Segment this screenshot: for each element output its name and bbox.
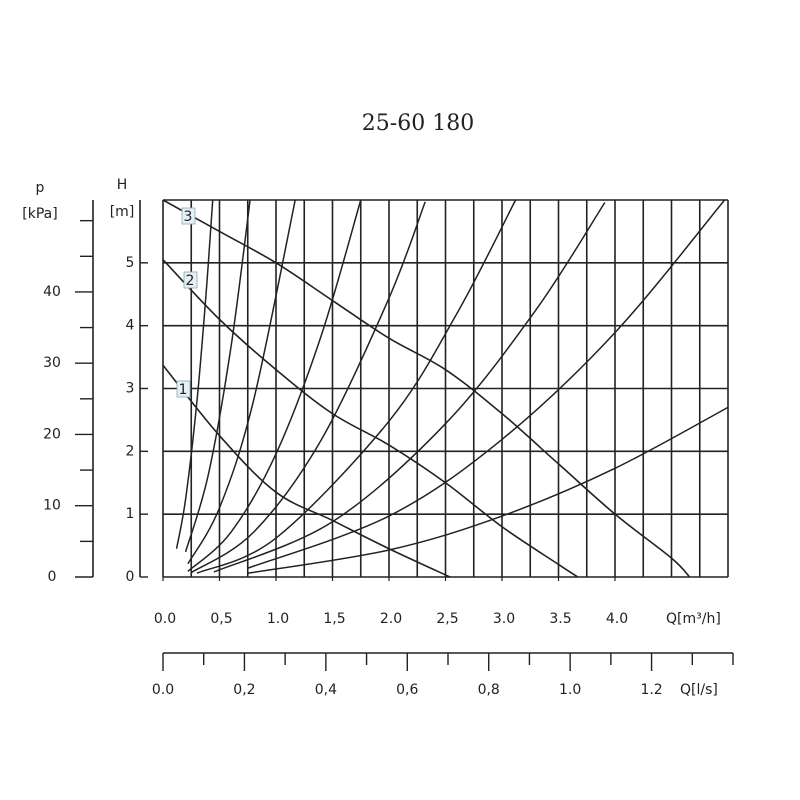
curve-label-box: [183, 271, 198, 289]
curve-label: 3: [184, 209, 193, 225]
x-tick-label: 1.0: [267, 611, 289, 627]
curve-label-box: [176, 380, 191, 398]
x-tick-label: 4.0: [606, 611, 628, 627]
x-tick-label: 3.0: [493, 611, 515, 627]
curve-label: 1: [179, 382, 188, 398]
system-curve: [187, 199, 362, 572]
x2-tick-label: 0,2: [233, 682, 255, 698]
x-axis-label: Q[m³/h]: [666, 611, 721, 627]
x2-tick-label: 1.0: [559, 682, 581, 698]
y2-axis-unit: [kPa]: [22, 206, 57, 222]
x2-tick-label: 0,6: [396, 682, 418, 698]
y-tick-label: 5: [126, 255, 135, 271]
x-tick-label: 0.0: [154, 611, 176, 627]
y2-axis-label: p: [36, 180, 45, 196]
y2-tick-label: 10: [43, 498, 61, 514]
system-curve: [187, 199, 296, 565]
y-tick-label: 4: [126, 318, 135, 334]
y-axis-unit: [m]: [110, 204, 135, 220]
x-tick-label: 1,5: [323, 611, 345, 627]
system-curve: [196, 199, 517, 574]
x-tick-label: 3.5: [549, 611, 571, 627]
curve-label: 2: [186, 273, 195, 289]
y-axis-label: H: [117, 177, 128, 193]
curve-label-box: [181, 207, 196, 225]
y-tick-label: 0: [126, 569, 135, 585]
x-tick-label: 2.0: [380, 611, 402, 627]
chart-title: 25-60 180: [362, 111, 474, 136]
x2-tick-label: 0,8: [478, 682, 500, 698]
x2-tick-label: 0.0: [152, 682, 174, 698]
x2-tick-label: 1.2: [640, 682, 662, 698]
y2-tick-label: 20: [43, 426, 61, 442]
y-tick-label: 1: [126, 506, 135, 522]
x-tick-label: 0,5: [210, 611, 232, 627]
y-tick-label: 2: [126, 443, 135, 459]
pump-curve: [162, 259, 579, 578]
system-curve: [247, 406, 729, 574]
x-tick-label: 2,5: [436, 611, 458, 627]
pump-curve: [162, 199, 691, 578]
y2-tick-label: 0: [48, 569, 57, 585]
x2-axis-label: Q[l/s]: [680, 682, 718, 698]
y2-tick-label: 30: [43, 355, 61, 371]
x2-tick-label: 0,4: [315, 682, 337, 698]
system-curve: [190, 201, 426, 574]
system-curve: [184, 200, 251, 553]
system-curve: [247, 199, 726, 569]
y-tick-label: 3: [126, 381, 135, 397]
y2-tick-label: 40: [43, 284, 61, 300]
system-curve: [213, 202, 606, 573]
system-curve: [175, 199, 214, 549]
pump-curve: [162, 364, 451, 578]
